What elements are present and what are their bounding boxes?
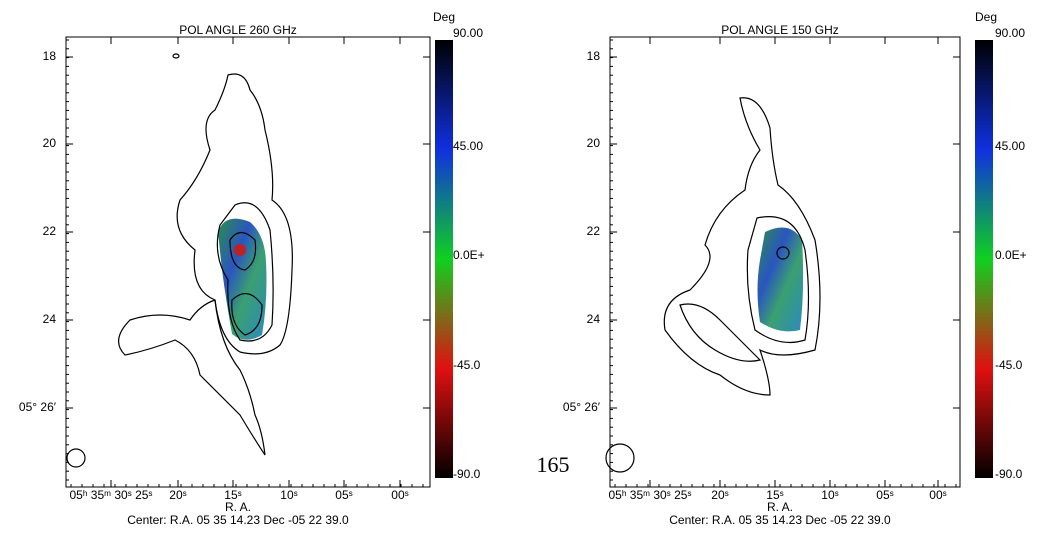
panel-260: POL ANGLE 260 GHz Deg R. A. Center: R.A.…	[65, 10, 455, 527]
beam	[605, 443, 635, 473]
x-title: R. A.	[225, 500, 251, 514]
x-tick-label: 05ˢ	[335, 488, 352, 502]
contour	[229, 231, 257, 271]
y-tick-label: 22	[587, 224, 601, 238]
y-tick-label: 20	[43, 136, 57, 150]
contour	[172, 53, 180, 59]
center: Center: R.A. 05 35 14.23 Dec -05 22 39.0	[127, 513, 349, 527]
x-tick-label: 10ˢ	[280, 488, 297, 502]
title: POL ANGLE 150 GHz	[721, 23, 839, 37]
x-title: R. A.	[767, 500, 793, 514]
center: Center: R.A. 05 35 14.23 Dec -05 22 39.0	[669, 513, 891, 527]
colorbar-label: -45.0	[453, 358, 481, 372]
contour	[663, 97, 821, 396]
plot-frame	[65, 36, 431, 488]
x-tick-label: 05ʰ 35ᵐ 30ˢ 25ˢ	[69, 488, 152, 502]
colorbar-label: -90.0	[453, 467, 481, 481]
contour	[118, 299, 266, 456]
y-tick-label: 22	[43, 224, 57, 238]
colorbar-unit: Deg	[975, 10, 997, 24]
plot-frame	[609, 36, 961, 488]
y-tick-label: 05° 26′	[563, 400, 601, 414]
contour	[216, 202, 274, 342]
colorbar	[435, 40, 453, 478]
colorbar-label: 90.00	[453, 26, 483, 40]
page-number: 165	[537, 452, 570, 477]
colorbar-label: 0.0E+	[995, 248, 1027, 262]
y-tick-label: 18	[43, 49, 57, 63]
title: POL ANGLE 260 GHz	[179, 23, 297, 37]
map-blob	[757, 227, 804, 332]
contour	[746, 216, 810, 343]
map-spot	[234, 244, 246, 256]
colorbar-label: 45.00	[995, 139, 1025, 153]
y-tick-label: 05° 26′	[19, 400, 57, 414]
contour	[176, 73, 293, 355]
y-tick-label: 24	[587, 312, 601, 326]
colorbar-label: -90.0	[995, 467, 1023, 481]
y-tick-label: 18	[587, 49, 601, 63]
x-tick-label: 00ˢ	[391, 488, 408, 502]
x-tick-label: 20ˢ	[169, 488, 186, 502]
contour	[679, 303, 762, 362]
colorbar-label: 0.0E+	[453, 248, 485, 262]
x-tick-label: 20ˢ	[711, 488, 728, 502]
x-tick-label: 10ˢ	[821, 488, 838, 502]
y-tick-label: 24	[43, 312, 57, 326]
colorbar-label: 45.00	[453, 139, 483, 153]
x-tick-label: 15ˢ	[766, 488, 783, 502]
contour	[231, 293, 263, 336]
colorbar-label: 90.00	[995, 26, 1025, 40]
colorbar-unit: Deg	[433, 10, 455, 24]
panel-150: POL ANGLE 150 GHz Deg R. A. Center: R.A.…	[605, 10, 997, 527]
y-tick-label: 20	[587, 136, 601, 150]
x-tick-label: 15ˢ	[224, 488, 241, 502]
x-tick-label: 00ˢ	[929, 488, 946, 502]
colorbar-label: -45.0	[995, 358, 1023, 372]
x-tick-label: 05ˢ	[876, 488, 893, 502]
beam	[66, 448, 86, 468]
contour	[776, 246, 790, 260]
x-tick-label: 05ʰ 35ᵐ 30ˢ 25ˢ	[608, 488, 691, 502]
colorbar	[975, 40, 993, 478]
